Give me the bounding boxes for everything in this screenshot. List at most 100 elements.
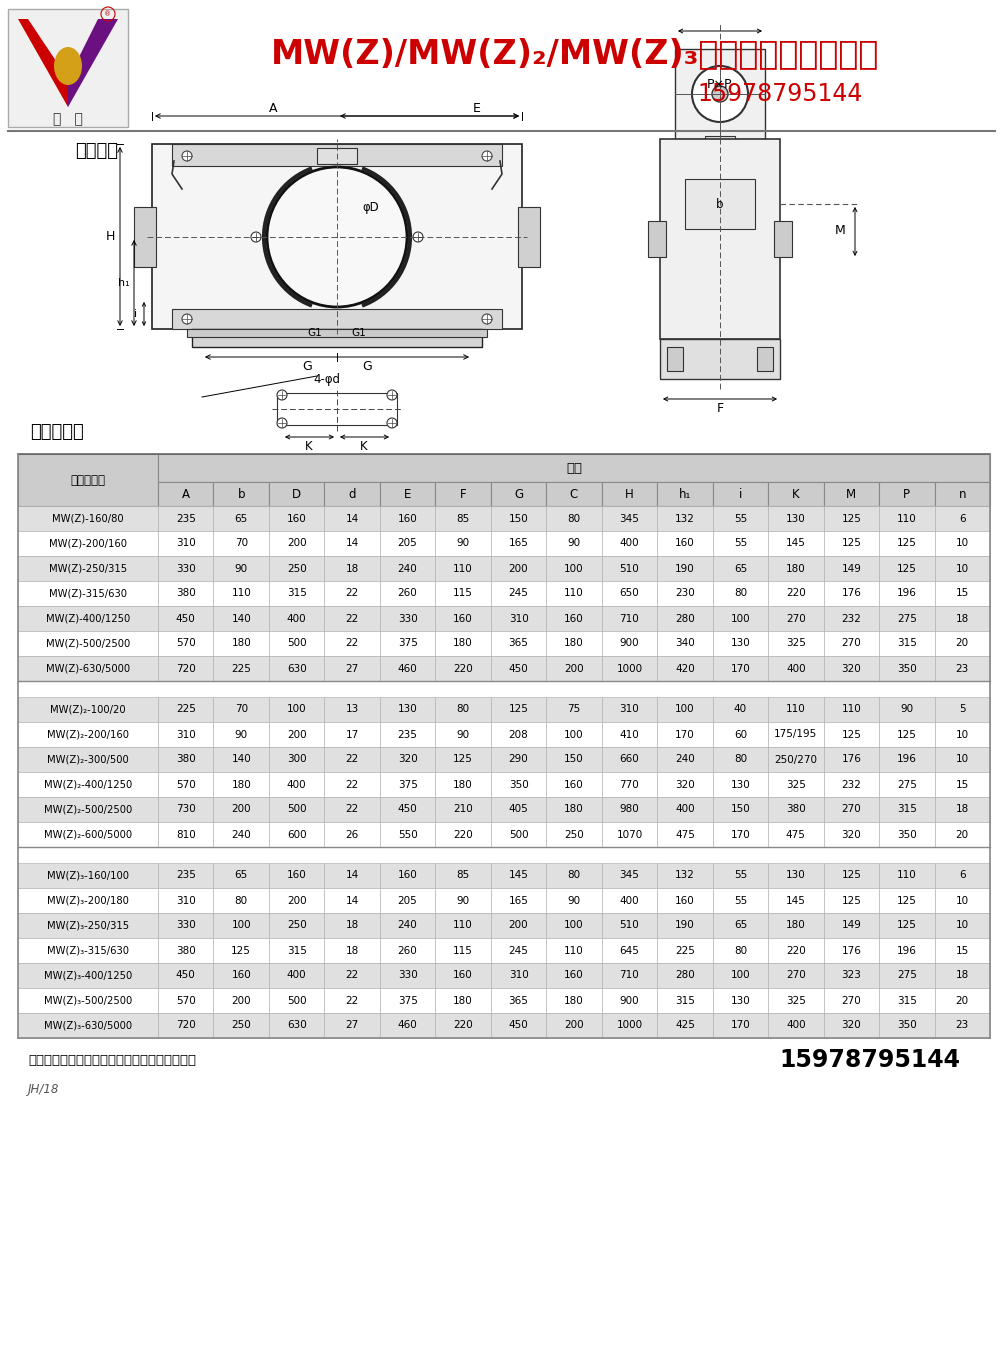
- Text: 310: 310: [175, 538, 195, 549]
- Text: 180: 180: [563, 805, 583, 814]
- Text: 160: 160: [398, 514, 417, 523]
- Text: 20: 20: [955, 639, 968, 648]
- Text: 14: 14: [345, 871, 359, 881]
- Bar: [823, 887, 878, 913]
- Text: 125: 125: [841, 730, 861, 739]
- Text: 630: 630: [287, 1021, 307, 1030]
- Bar: [934, 747, 989, 772]
- Text: 500: 500: [287, 805, 307, 814]
- Text: MW(Z)₂-600/5000: MW(Z)₂-600/5000: [44, 829, 132, 840]
- Text: 170: 170: [729, 663, 749, 674]
- Bar: [435, 722, 490, 747]
- Text: 320: 320: [841, 663, 861, 674]
- Text: 250: 250: [231, 1021, 250, 1030]
- Bar: [712, 631, 768, 656]
- Bar: [269, 606, 324, 631]
- Bar: [934, 772, 989, 796]
- Bar: [269, 631, 324, 656]
- Text: 400: 400: [287, 613, 307, 624]
- Bar: [380, 913, 435, 938]
- Text: b: b: [237, 488, 244, 500]
- Text: 22: 22: [345, 639, 359, 648]
- Text: 65: 65: [234, 871, 247, 881]
- Text: 310: 310: [508, 970, 528, 980]
- Text: MW(Z)₂-100/20: MW(Z)₂-100/20: [50, 704, 125, 715]
- Bar: [435, 988, 490, 1012]
- Text: 115: 115: [453, 588, 473, 598]
- Bar: [213, 482, 269, 506]
- Bar: [878, 631, 934, 656]
- Text: 270: 270: [786, 970, 805, 980]
- Text: 90: 90: [234, 730, 247, 739]
- Bar: [380, 697, 435, 722]
- Text: 270: 270: [841, 996, 861, 1006]
- Bar: [18, 556, 158, 582]
- Text: 196: 196: [896, 946, 916, 955]
- Text: 55: 55: [733, 896, 746, 905]
- Text: 200: 200: [287, 730, 307, 739]
- Text: 350: 350: [896, 829, 916, 840]
- Text: 125: 125: [841, 896, 861, 905]
- Text: MW(Z)₂-300/500: MW(Z)₂-300/500: [47, 754, 128, 765]
- Text: 160: 160: [563, 970, 583, 980]
- Bar: [380, 964, 435, 988]
- Bar: [158, 531, 213, 556]
- Bar: [934, 988, 989, 1012]
- Text: 176: 176: [841, 754, 861, 765]
- Bar: [213, 747, 269, 772]
- Text: 510: 510: [619, 564, 638, 573]
- Text: 180: 180: [786, 920, 805, 931]
- Text: MW(Z)₃-160/100: MW(Z)₃-160/100: [47, 871, 129, 881]
- Text: 275: 275: [896, 970, 916, 980]
- Text: MW(Z)₃-315/630: MW(Z)₃-315/630: [47, 946, 129, 955]
- Text: K: K: [792, 488, 799, 500]
- Text: 20: 20: [955, 829, 968, 840]
- Bar: [823, 556, 878, 582]
- Text: 450: 450: [175, 613, 195, 624]
- Text: 250: 250: [563, 829, 583, 840]
- Text: 320: 320: [841, 829, 861, 840]
- Text: A: A: [269, 102, 277, 116]
- Text: 100: 100: [563, 920, 583, 931]
- Text: P: P: [903, 488, 910, 500]
- Text: 350: 350: [508, 780, 528, 790]
- Text: 300: 300: [287, 754, 307, 765]
- Text: 325: 325: [786, 996, 805, 1006]
- Bar: [934, 863, 989, 887]
- Text: 90: 90: [456, 896, 469, 905]
- Bar: [324, 822, 380, 847]
- Text: 80: 80: [733, 754, 746, 765]
- Text: MW(Z)₂-400/1250: MW(Z)₂-400/1250: [44, 780, 132, 790]
- Text: 270: 270: [786, 613, 805, 624]
- Bar: [380, 796, 435, 822]
- Text: h₁: h₁: [118, 279, 129, 288]
- Text: 100: 100: [287, 704, 307, 715]
- Text: 125: 125: [896, 920, 916, 931]
- Bar: [152, 144, 521, 329]
- Bar: [490, 531, 546, 556]
- Bar: [601, 722, 656, 747]
- Text: 380: 380: [786, 805, 805, 814]
- Text: 200: 200: [563, 663, 583, 674]
- Bar: [490, 822, 546, 847]
- Text: 22: 22: [345, 613, 359, 624]
- Text: MW(Z)-315/630: MW(Z)-315/630: [49, 588, 127, 598]
- Text: 140: 140: [231, 754, 250, 765]
- Bar: [435, 631, 490, 656]
- Text: 510: 510: [619, 920, 638, 931]
- Text: MW(Z)₃-250/315: MW(Z)₃-250/315: [47, 920, 129, 931]
- Bar: [18, 796, 158, 822]
- Bar: [277, 393, 397, 425]
- Bar: [158, 796, 213, 822]
- Bar: [601, 697, 656, 722]
- Bar: [768, 772, 823, 796]
- Bar: [601, 582, 656, 606]
- Bar: [878, 822, 934, 847]
- Bar: [934, 556, 989, 582]
- Text: i: i: [738, 488, 741, 500]
- Text: 720: 720: [175, 1021, 195, 1030]
- Bar: [490, 913, 546, 938]
- Text: 10: 10: [955, 754, 968, 765]
- Text: 420: 420: [674, 663, 694, 674]
- Text: 175/195: 175/195: [774, 730, 817, 739]
